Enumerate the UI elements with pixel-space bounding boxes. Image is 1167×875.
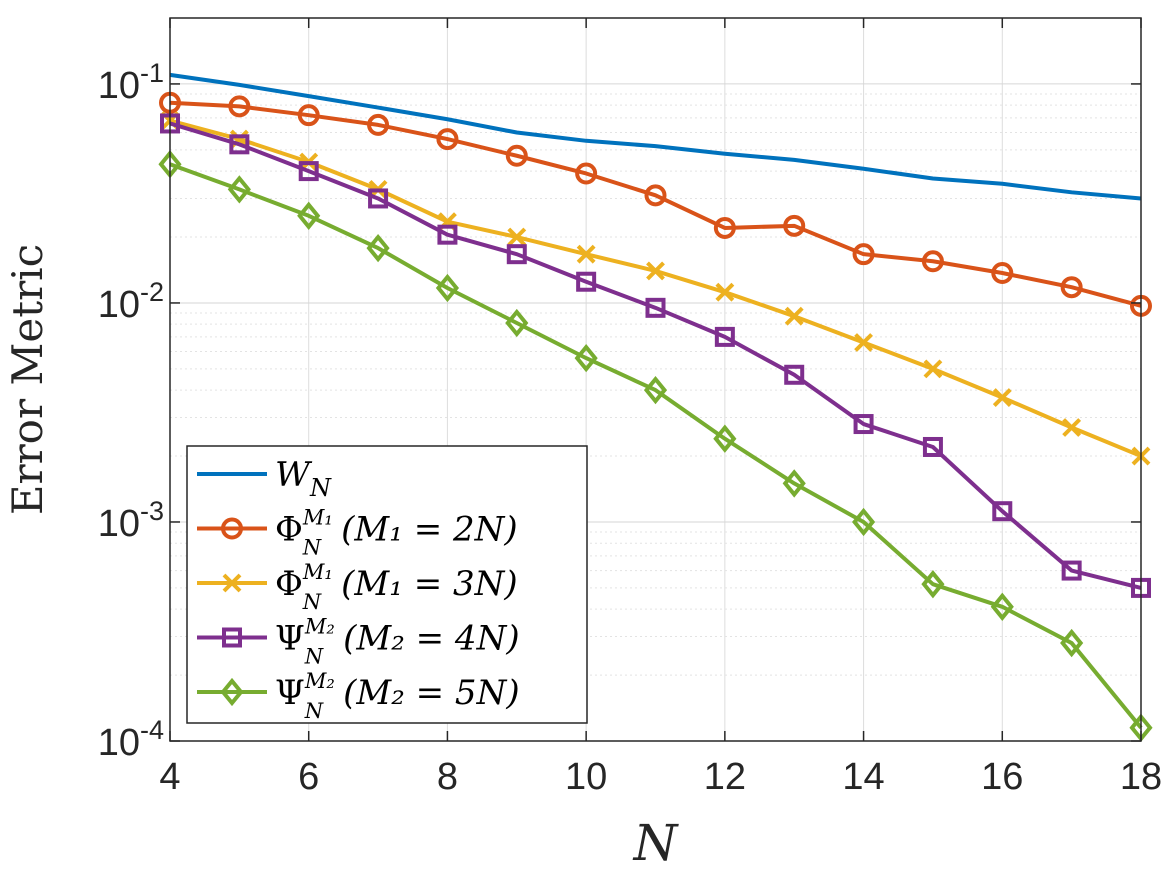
data-point [227, 175, 251, 204]
data-point [366, 233, 390, 263]
x-tick-label: 10 [565, 756, 607, 798]
y-tick-label: 10-4 [98, 715, 164, 764]
data-point [991, 262, 1014, 285]
x-axis-title: N [633, 814, 680, 872]
data-point [992, 501, 1013, 522]
data-point [851, 507, 876, 537]
legend-swatch-marker [222, 627, 242, 648]
data-point [783, 214, 806, 237]
series-line [169, 162, 1143, 729]
data-point [437, 224, 458, 245]
data-point [229, 134, 250, 155]
x-tick-label: 12 [704, 756, 746, 798]
data-point [922, 436, 943, 457]
data-point [505, 308, 529, 338]
legend-swatch-marker [222, 573, 242, 593]
data-point [1060, 628, 1084, 658]
data-point [645, 297, 666, 318]
data-point [852, 243, 875, 266]
legend-entry: WN [197, 455, 332, 502]
data-point [297, 104, 320, 127]
x-tick-label: 18 [1120, 756, 1162, 798]
data-point [992, 388, 1012, 407]
series-2 [159, 91, 1152, 317]
data-point [921, 570, 945, 599]
data-point [574, 343, 598, 373]
legend-label: ΨM₂ N (M₂ = 4N) [275, 615, 520, 669]
series-5 [158, 150, 1153, 742]
y-tick-labels: 10-4 10-3 10-2 10-1 [98, 58, 164, 764]
data-point [1062, 418, 1082, 437]
data-point [644, 184, 667, 207]
data-point [435, 273, 460, 303]
series-1 [169, 72, 1142, 201]
series-line [169, 100, 1142, 308]
data-point [575, 162, 598, 185]
data-point [228, 95, 251, 118]
data-point [715, 282, 735, 302]
data-point [367, 113, 390, 136]
plot-frame [169, 17, 1142, 742]
data-point [646, 261, 665, 281]
data-point [714, 326, 735, 347]
data-point [643, 375, 668, 405]
data-point [576, 271, 597, 292]
data-point [782, 469, 806, 498]
legend-label: WN [275, 455, 332, 502]
legend-label: ΦM₁ N (M₁ = 3N) [275, 560, 518, 614]
legend-swatch-marker [220, 677, 244, 707]
data-point [921, 250, 944, 273]
legend-label: ΦM₁ N (M₁ = 2N) [275, 506, 518, 560]
x-tick-label: 8 [437, 756, 458, 798]
data-point [853, 414, 874, 435]
x-tick-labels: 4 6 8 10 12 14 16 18 [159, 756, 1162, 798]
series-group [158, 72, 1153, 742]
data-point [990, 592, 1014, 621]
data-point [1061, 560, 1082, 581]
data-point [784, 306, 804, 326]
legend-entry: ΦM₁ N (M₁ = 2N) [197, 506, 518, 560]
legend-entry: ΨM₂ N (M₂ = 5N) [197, 669, 520, 723]
data-point [507, 227, 527, 247]
data-point [854, 333, 873, 352]
data-point [713, 424, 737, 453]
legend-entry: ΨM₂ N (M₂ = 4N) [197, 615, 520, 669]
data-point [784, 364, 805, 385]
x-tick-label: 16 [981, 756, 1023, 798]
data-point [506, 244, 527, 265]
series-line [169, 121, 1142, 590]
tick-marks [169, 18, 1142, 742]
x-tick-label: 4 [159, 756, 180, 798]
legend-label: ΨM₂ N (M₂ = 5N) [275, 669, 520, 723]
y-tick-label: 10-3 [98, 496, 164, 545]
series-line [169, 72, 1142, 201]
legend-swatch-marker [221, 517, 243, 540]
data-point [297, 201, 321, 230]
y-tick-label: 10-2 [98, 277, 164, 326]
x-tick-label: 14 [842, 756, 884, 798]
x-tick-label: 6 [298, 756, 319, 798]
legend-entry: ΦM₁ N (M₁ = 3N) [197, 560, 518, 614]
data-point [713, 216, 736, 239]
data-point [923, 359, 943, 379]
data-point [436, 128, 459, 151]
data-point [1060, 276, 1083, 299]
data-point [505, 144, 528, 167]
y-tick-label: 10-1 [98, 58, 164, 107]
data-point [298, 161, 319, 182]
data-point [576, 244, 596, 264]
y-axis-title: Error Metric [3, 244, 52, 515]
data-point [368, 188, 389, 209]
